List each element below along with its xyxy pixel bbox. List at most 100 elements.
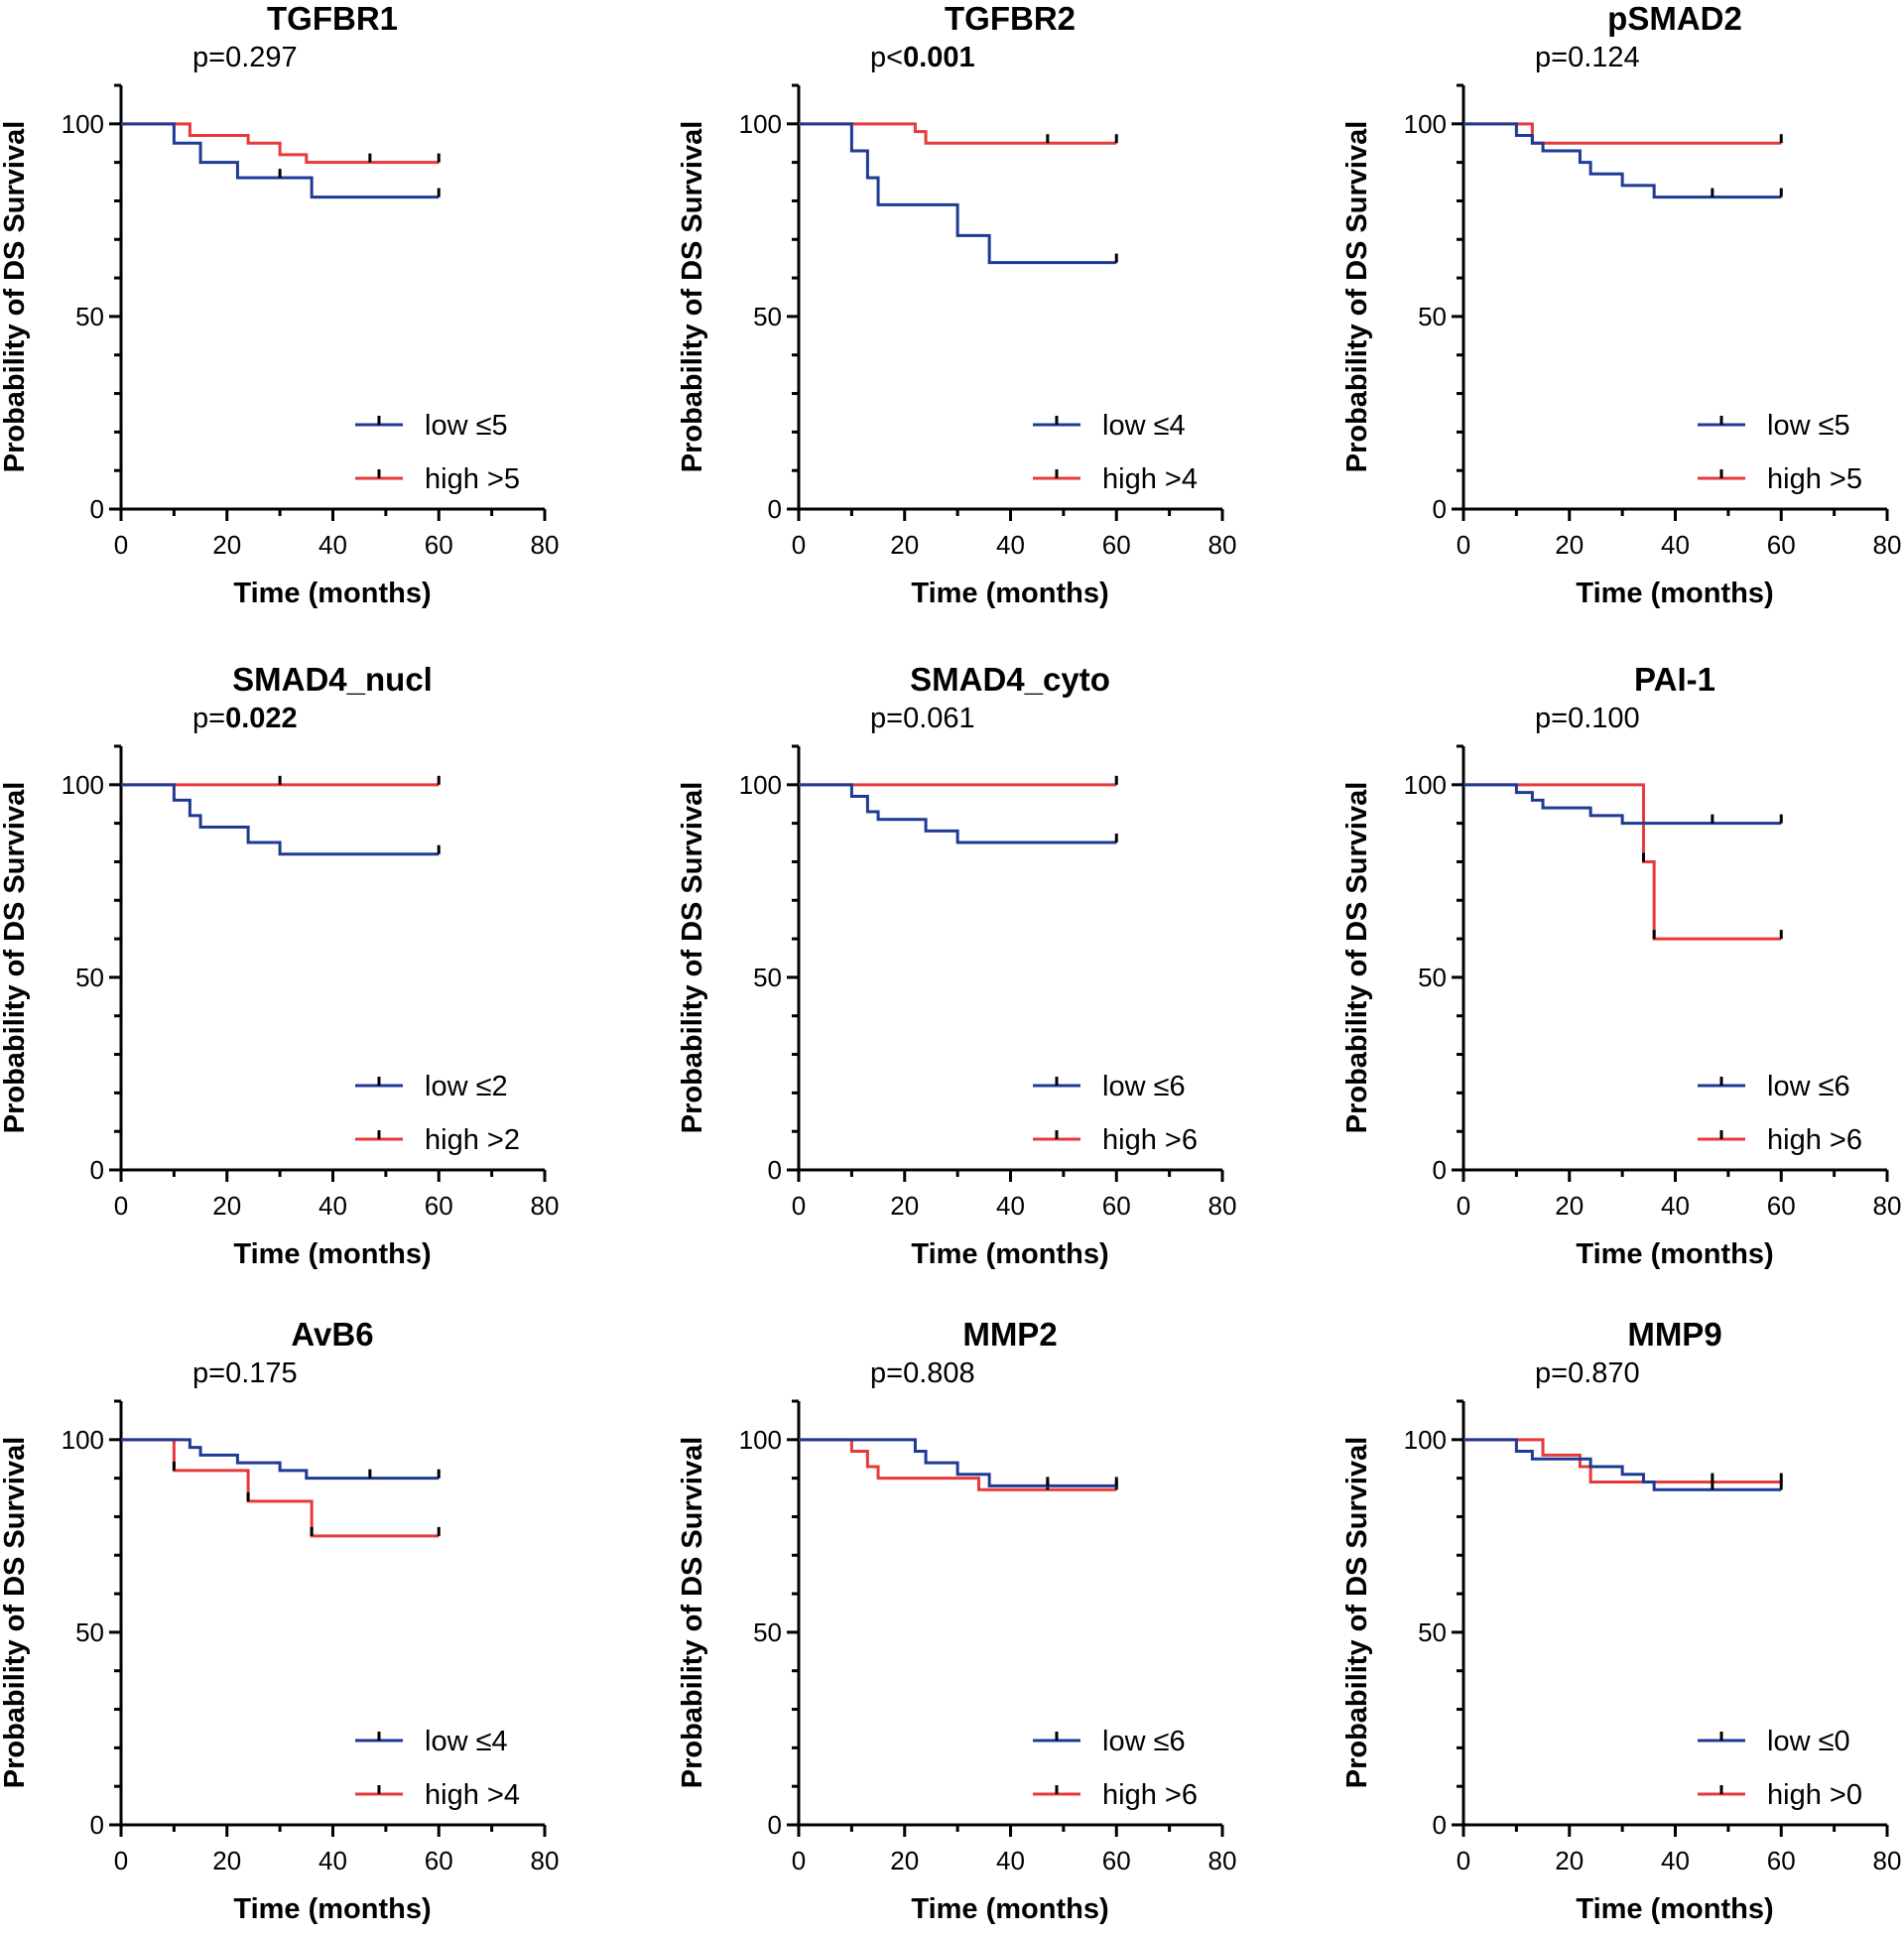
y-tick-label: 100 bbox=[62, 770, 104, 800]
survival-curve-low bbox=[799, 122, 1117, 265]
x-tick-label: 80 bbox=[1208, 1191, 1237, 1221]
panel-title: MMP2 bbox=[962, 1316, 1057, 1353]
y-tick-label: 50 bbox=[753, 963, 782, 992]
y-tick-label: 100 bbox=[739, 109, 782, 139]
p-value-number: 0.001 bbox=[903, 42, 975, 73]
y-tick-label: 50 bbox=[1418, 1617, 1447, 1647]
survival-curve-high bbox=[799, 122, 1117, 145]
survival-curve-low bbox=[799, 1438, 1117, 1487]
legend-label-low: low ≤5 bbox=[425, 410, 508, 442]
x-axis-label: Time (months) bbox=[233, 1238, 431, 1270]
panel-title: MMP9 bbox=[1627, 1316, 1721, 1353]
legend-label-low: low ≤4 bbox=[425, 1726, 508, 1757]
x-tick-label: 20 bbox=[890, 1191, 919, 1221]
legend-label-high: high >4 bbox=[425, 1779, 520, 1811]
x-tick-label: 60 bbox=[1102, 1846, 1131, 1875]
survival-curve-high bbox=[1463, 783, 1782, 941]
p-value-number: 0.124 bbox=[1568, 42, 1640, 73]
x-tick-label: 60 bbox=[425, 530, 453, 560]
y-tick-label: 0 bbox=[1433, 1810, 1447, 1840]
y-tick-label: 0 bbox=[768, 494, 782, 524]
p-value-number: 0.175 bbox=[225, 1357, 298, 1389]
y-tick-label: 50 bbox=[753, 1617, 782, 1647]
legend-label-high: high >6 bbox=[1767, 1124, 1862, 1156]
p-value-number: 0.100 bbox=[1568, 703, 1640, 734]
y-axis-label: Probability of DS Survival bbox=[0, 1437, 31, 1789]
legend-label-high: high >6 bbox=[1102, 1779, 1198, 1811]
km-panel: TGFBR2 p<0.001 0 50 100 0 20 40 60 80 Time (months… bbox=[677, 0, 1236, 609]
x-tick-label: 20 bbox=[1555, 530, 1584, 560]
y-axis-label: Probability of DS Survival bbox=[1341, 1437, 1373, 1789]
survival-curve-low bbox=[1463, 1438, 1782, 1491]
p-value-number: 0.022 bbox=[225, 703, 298, 734]
km-panel: pSMAD2 p=0.124 0 50 100 0 20 40 60 80 Time (months… bbox=[1341, 0, 1901, 609]
p-value-prefix: p= bbox=[1535, 1357, 1568, 1389]
x-tick-label: 60 bbox=[1767, 1846, 1796, 1875]
p-value: p=0.870 bbox=[1535, 1357, 1640, 1389]
panel-title: TGFBR2 bbox=[945, 0, 1076, 37]
y-tick-label: 0 bbox=[768, 1155, 782, 1185]
legend-label-low: low ≤6 bbox=[1102, 1726, 1186, 1757]
x-axis-label: Time (months) bbox=[911, 1893, 1108, 1925]
p-value-number: 0.061 bbox=[903, 703, 975, 734]
x-tick-label: 0 bbox=[114, 1191, 128, 1221]
p-value: p=0.124 bbox=[1535, 42, 1640, 73]
x-tick-label: 40 bbox=[996, 1191, 1025, 1221]
survival-curve-low bbox=[121, 1438, 440, 1481]
y-tick-label: 50 bbox=[75, 963, 104, 992]
x-tick-label: 40 bbox=[318, 1846, 347, 1875]
legend-label-high: high >6 bbox=[1102, 1124, 1198, 1156]
y-tick-label: 0 bbox=[90, 1810, 104, 1840]
x-tick-label: 60 bbox=[1767, 530, 1796, 560]
y-tick-label: 100 bbox=[739, 770, 782, 800]
x-tick-label: 0 bbox=[1457, 530, 1470, 560]
p-value: p=0.808 bbox=[870, 1357, 975, 1389]
x-tick-label: 40 bbox=[996, 530, 1025, 560]
km-panel: AvB6 p=0.175 0 50 100 0 20 40 60 80 Time (months) P… bbox=[0, 1316, 559, 1925]
x-tick-label: 60 bbox=[1102, 530, 1131, 560]
x-tick-label: 0 bbox=[1457, 1846, 1470, 1875]
x-tick-label: 0 bbox=[792, 530, 806, 560]
y-tick-label: 100 bbox=[1404, 1425, 1447, 1455]
x-tick-label: 40 bbox=[318, 530, 347, 560]
x-tick-label: 40 bbox=[1661, 1191, 1690, 1221]
y-axis-label: Probability of DS Survival bbox=[677, 782, 708, 1134]
legend-label-high: high >5 bbox=[1767, 463, 1862, 495]
x-tick-label: 20 bbox=[1555, 1191, 1584, 1221]
y-axis-label: Probability of DS Survival bbox=[1341, 782, 1373, 1134]
y-axis-label: Probability of DS Survival bbox=[677, 121, 708, 473]
x-tick-label: 80 bbox=[531, 1191, 560, 1221]
panel-title: AvB6 bbox=[291, 1316, 373, 1353]
legend-label-high: high >2 bbox=[425, 1124, 520, 1156]
y-axis-label: Probability of DS Survival bbox=[0, 121, 31, 473]
x-tick-label: 80 bbox=[1208, 530, 1237, 560]
p-value: p=0.100 bbox=[1535, 703, 1640, 734]
x-tick-label: 40 bbox=[1661, 530, 1690, 560]
x-axis-label: Time (months) bbox=[911, 1238, 1108, 1270]
survival-curve-low bbox=[799, 783, 1117, 844]
y-tick-label: 0 bbox=[90, 494, 104, 524]
x-axis-label: Time (months) bbox=[1576, 1238, 1773, 1270]
p-value: p=0.022 bbox=[192, 703, 298, 734]
survival-curve-low bbox=[121, 783, 440, 856]
y-axis-label: Probability of DS Survival bbox=[1341, 121, 1373, 473]
legend-label-low: low ≤6 bbox=[1767, 1071, 1850, 1102]
legend-label-high: high >0 bbox=[1767, 1779, 1862, 1811]
legend-label-low: low ≤5 bbox=[1767, 410, 1850, 442]
x-tick-label: 60 bbox=[425, 1191, 453, 1221]
x-tick-label: 20 bbox=[890, 530, 919, 560]
legend-label-high: high >4 bbox=[1102, 463, 1198, 495]
survival-curve-low bbox=[121, 122, 440, 199]
x-tick-label: 20 bbox=[212, 1191, 241, 1221]
x-tick-label: 40 bbox=[996, 1846, 1025, 1875]
survival-curve-low bbox=[1463, 122, 1782, 199]
survival-curve-high bbox=[1463, 122, 1782, 145]
x-tick-label: 0 bbox=[792, 1846, 806, 1875]
p-value-prefix: p= bbox=[1535, 703, 1568, 734]
panel-title: pSMAD2 bbox=[1607, 0, 1742, 37]
y-tick-label: 0 bbox=[768, 1810, 782, 1840]
x-tick-label: 0 bbox=[1457, 1191, 1470, 1221]
y-axis-label: Probability of DS Survival bbox=[677, 1437, 708, 1789]
